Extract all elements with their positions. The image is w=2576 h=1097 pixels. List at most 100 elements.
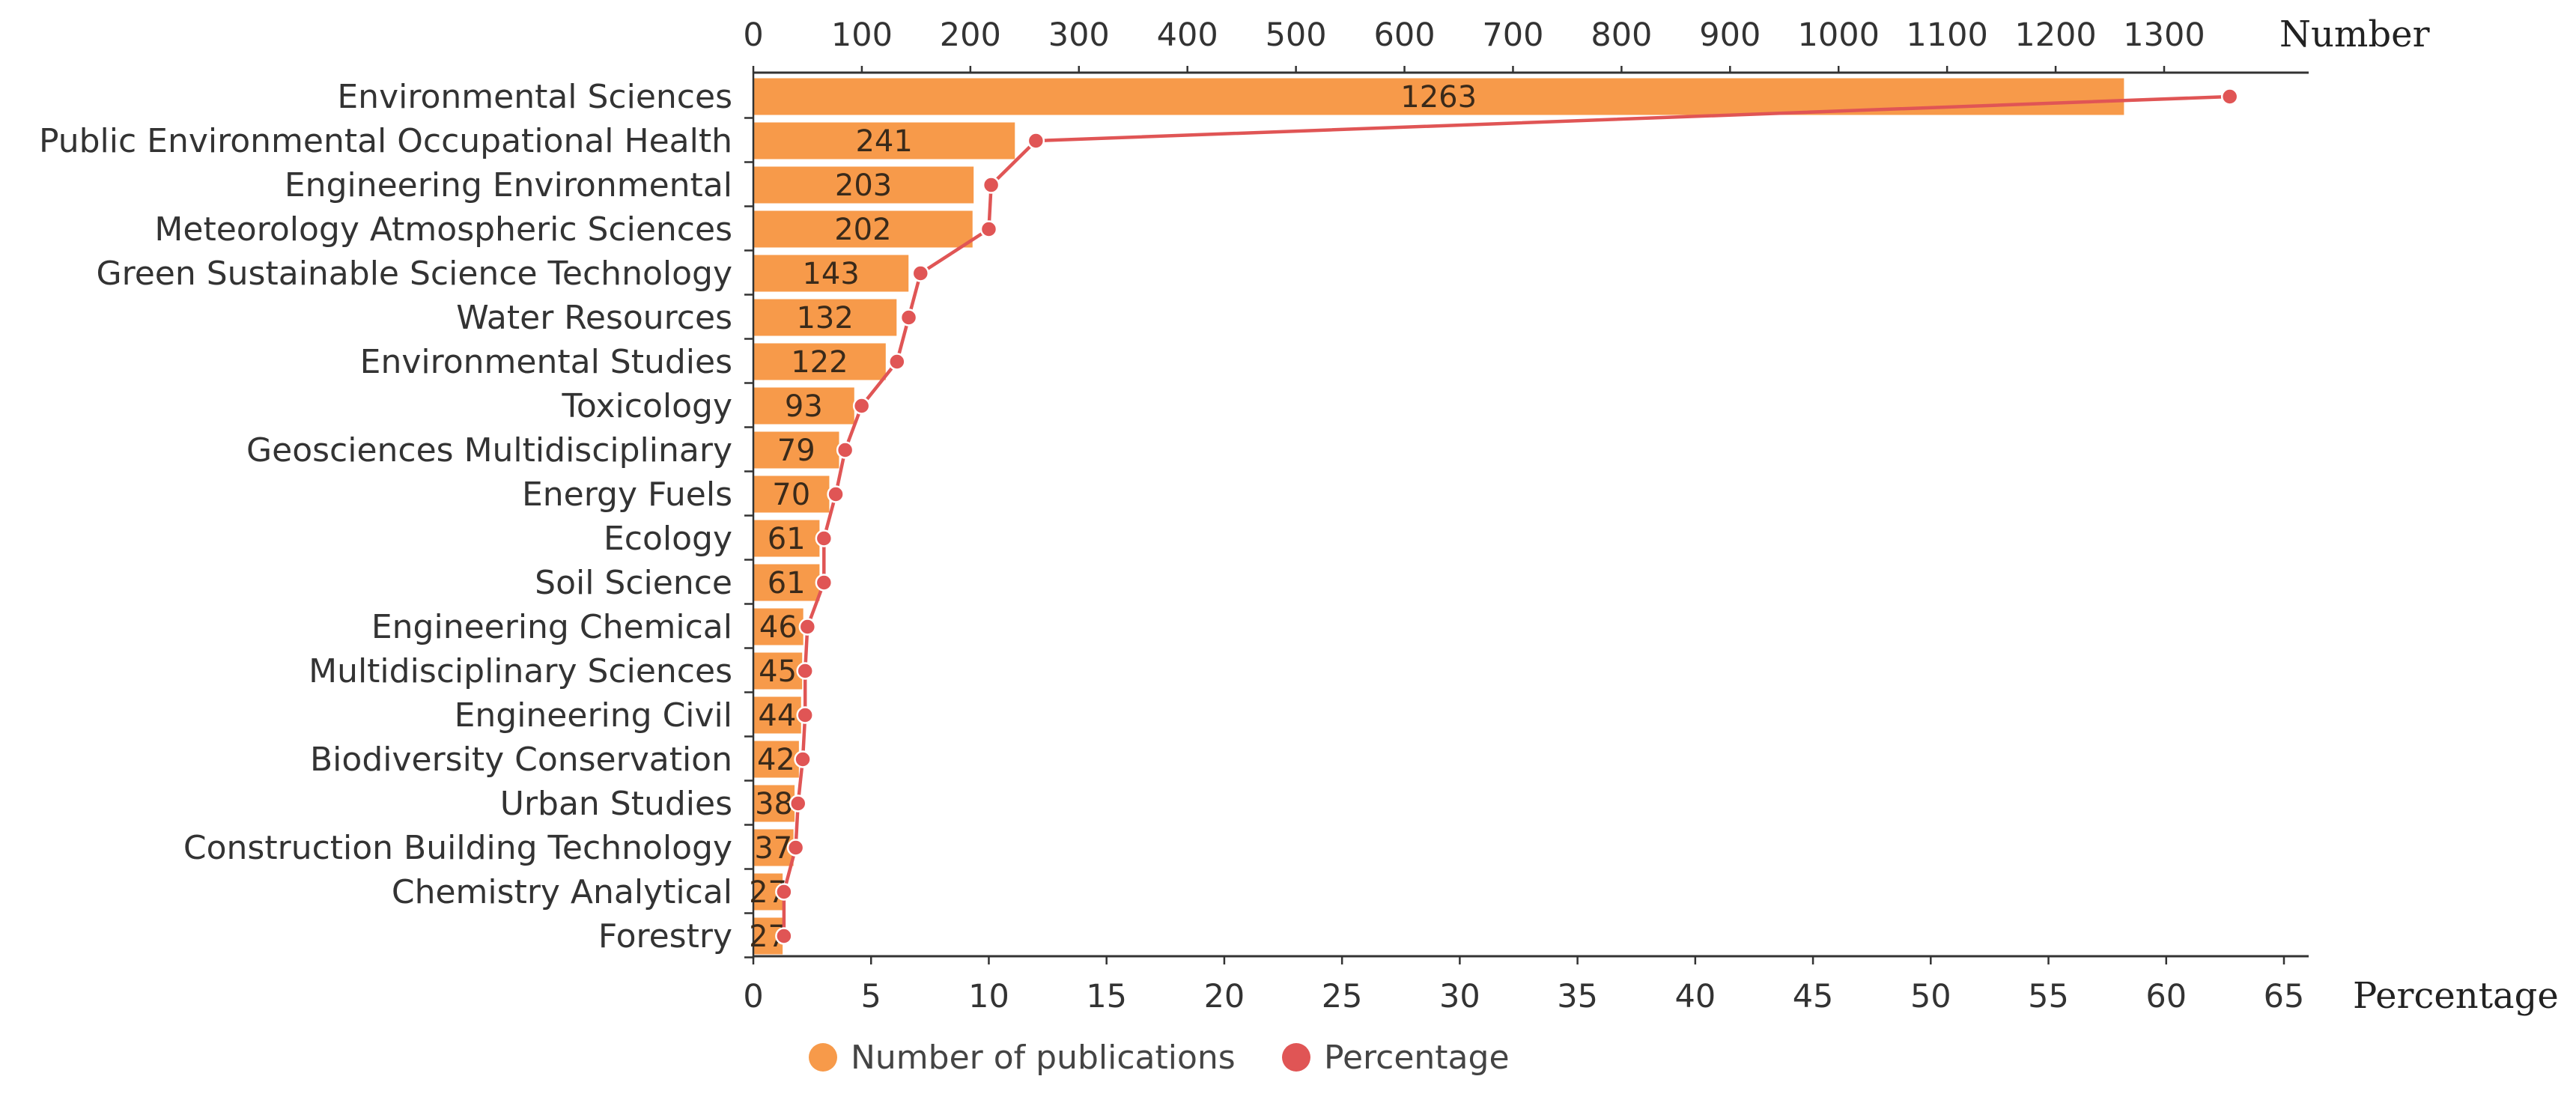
bar-value-label: 1263 bbox=[1400, 80, 1477, 115]
percentage-point bbox=[852, 397, 871, 415]
bottom-axis-tick-label: 55 bbox=[2028, 978, 2069, 1015]
top-axis-tick-label: 700 bbox=[1482, 16, 1543, 54]
bar-value-label: 46 bbox=[759, 610, 798, 645]
percentage-point bbox=[815, 529, 833, 547]
bar bbox=[753, 741, 799, 778]
top-axis-tick-label: 500 bbox=[1266, 16, 1327, 54]
category-label: Soil Science bbox=[535, 564, 732, 602]
bar-value-label: 42 bbox=[757, 743, 795, 777]
bottom-axis-title: Percentage bbox=[2353, 975, 2559, 1017]
bar-value-label: 122 bbox=[791, 345, 848, 380]
bar bbox=[753, 255, 909, 292]
top-axis-tick-label: 400 bbox=[1157, 16, 1218, 54]
bar-value-label: 202 bbox=[834, 213, 891, 247]
bottom-axis: 0 5 10 15 20 25 30 35 40 45 50 55 60 65 bbox=[743, 955, 2309, 1015]
top-axis-tick-label: 1000 bbox=[1798, 16, 1880, 54]
bottom-axis-tick-label: 60 bbox=[2145, 978, 2187, 1015]
top-axis-tick-label: 1300 bbox=[2123, 16, 2205, 54]
bar bbox=[753, 829, 794, 866]
percentage-line-series bbox=[775, 88, 2239, 945]
category-label: Meteorology Atmospheric Sciences bbox=[154, 210, 732, 249]
percentage-point bbox=[836, 441, 854, 459]
percentage-point bbox=[796, 706, 814, 724]
top-axis: 0 100 200 300 400 500 600 700 800 900 1000 1100 1200… bbox=[743, 16, 2309, 74]
percentage-point bbox=[979, 220, 998, 238]
bar-value-label: 70 bbox=[772, 478, 810, 512]
percentage-point bbox=[827, 485, 845, 503]
bar-value-label: 241 bbox=[855, 124, 912, 159]
category-label: Urban Studies bbox=[500, 785, 732, 823]
bottom-axis-tick-label: 20 bbox=[1204, 978, 1245, 1015]
category-label: Green Sustainable Science Technology bbox=[97, 255, 733, 293]
bar-value-labels: 1263 241 203 202 143 132 122 93 79 70 61 61 46 45 44 42… bbox=[749, 80, 1477, 954]
bar-series bbox=[753, 78, 2124, 955]
bottom-axis-tick-label: 25 bbox=[1322, 978, 1363, 1015]
category-label: Biodiversity Conservation bbox=[310, 741, 732, 779]
bar-value-label: 132 bbox=[796, 301, 853, 335]
bottom-axis-tick-label: 50 bbox=[1910, 978, 1951, 1015]
bar bbox=[753, 166, 974, 204]
bar-value-label: 93 bbox=[785, 389, 823, 424]
category-label: Engineering Environmental bbox=[285, 166, 732, 204]
percentage-point bbox=[899, 309, 918, 326]
top-axis-tick-label: 600 bbox=[1373, 16, 1435, 54]
category-label: Chemistry Analytical bbox=[392, 873, 732, 911]
category-label: Engineering Chemical bbox=[371, 608, 732, 646]
bottom-axis-tick-label: 40 bbox=[1674, 978, 1716, 1015]
bar-value-label: 44 bbox=[758, 699, 796, 733]
top-axis-tick-label: 900 bbox=[1699, 16, 1761, 54]
legend-line-label: Percentage bbox=[1324, 1039, 1510, 1077]
percentage-point bbox=[815, 574, 833, 592]
category-label: Environmental Sciences bbox=[337, 78, 732, 116]
top-axis-tick-label: 1100 bbox=[1906, 16, 1987, 54]
category-label: Engineering Civil bbox=[455, 696, 732, 735]
bar bbox=[753, 387, 854, 425]
top-axis-tick-label: 200 bbox=[940, 16, 1001, 54]
category-label: Geosciences Multidisciplinary bbox=[246, 431, 732, 470]
category-label: Multidisciplinary Sciences bbox=[309, 652, 732, 690]
bar-value-label: 79 bbox=[777, 434, 815, 468]
bar bbox=[753, 564, 820, 601]
legend-bar-label: Number of publications bbox=[851, 1039, 1236, 1077]
bar bbox=[753, 210, 973, 248]
legend-bar-marker bbox=[809, 1043, 837, 1072]
bar bbox=[753, 652, 803, 690]
percentage-point bbox=[775, 927, 793, 945]
category-label: Toxicology bbox=[562, 387, 732, 425]
legend-line-marker bbox=[1282, 1043, 1310, 1072]
category-label: Public Environmental Occupational Health bbox=[39, 122, 732, 160]
bar bbox=[753, 431, 839, 469]
percentage-point bbox=[798, 618, 817, 636]
top-axis-tick-label: 100 bbox=[831, 16, 893, 54]
top-axis-title: Number bbox=[2279, 13, 2430, 55]
bar bbox=[753, 475, 830, 513]
bar-value-label: 61 bbox=[768, 522, 806, 556]
category-label: Water Resources bbox=[456, 299, 732, 337]
bar bbox=[753, 122, 1015, 159]
bar-value-label: 38 bbox=[755, 787, 793, 821]
category-label: Environmental Studies bbox=[360, 343, 732, 381]
bar bbox=[753, 608, 804, 645]
top-axis-tick-label: 300 bbox=[1048, 16, 1110, 54]
bar-value-label: 203 bbox=[835, 168, 892, 203]
category-label: Ecology bbox=[604, 520, 732, 558]
category-label: Energy Fuels bbox=[522, 475, 732, 514]
bottom-axis-tick-label: 0 bbox=[743, 978, 763, 1015]
top-axis-tick-label: 0 bbox=[743, 16, 763, 54]
percentage-point bbox=[2220, 88, 2239, 106]
bar-value-label: 143 bbox=[802, 257, 859, 291]
percentage-line bbox=[782, 94, 2230, 936]
percentage-point bbox=[775, 883, 793, 901]
bar bbox=[753, 299, 897, 336]
bottom-axis-tick-label: 45 bbox=[1793, 978, 1834, 1015]
percentage-point bbox=[911, 264, 930, 282]
percentage-point bbox=[794, 750, 812, 768]
bar bbox=[753, 696, 801, 734]
percentage-point bbox=[982, 176, 1000, 194]
bottom-axis-tick-label: 35 bbox=[1557, 978, 1598, 1015]
category-label: Forestry bbox=[598, 917, 732, 955]
percentage-point bbox=[888, 353, 906, 371]
percentage-point bbox=[786, 839, 805, 857]
top-axis-tick-label: 800 bbox=[1591, 16, 1652, 54]
